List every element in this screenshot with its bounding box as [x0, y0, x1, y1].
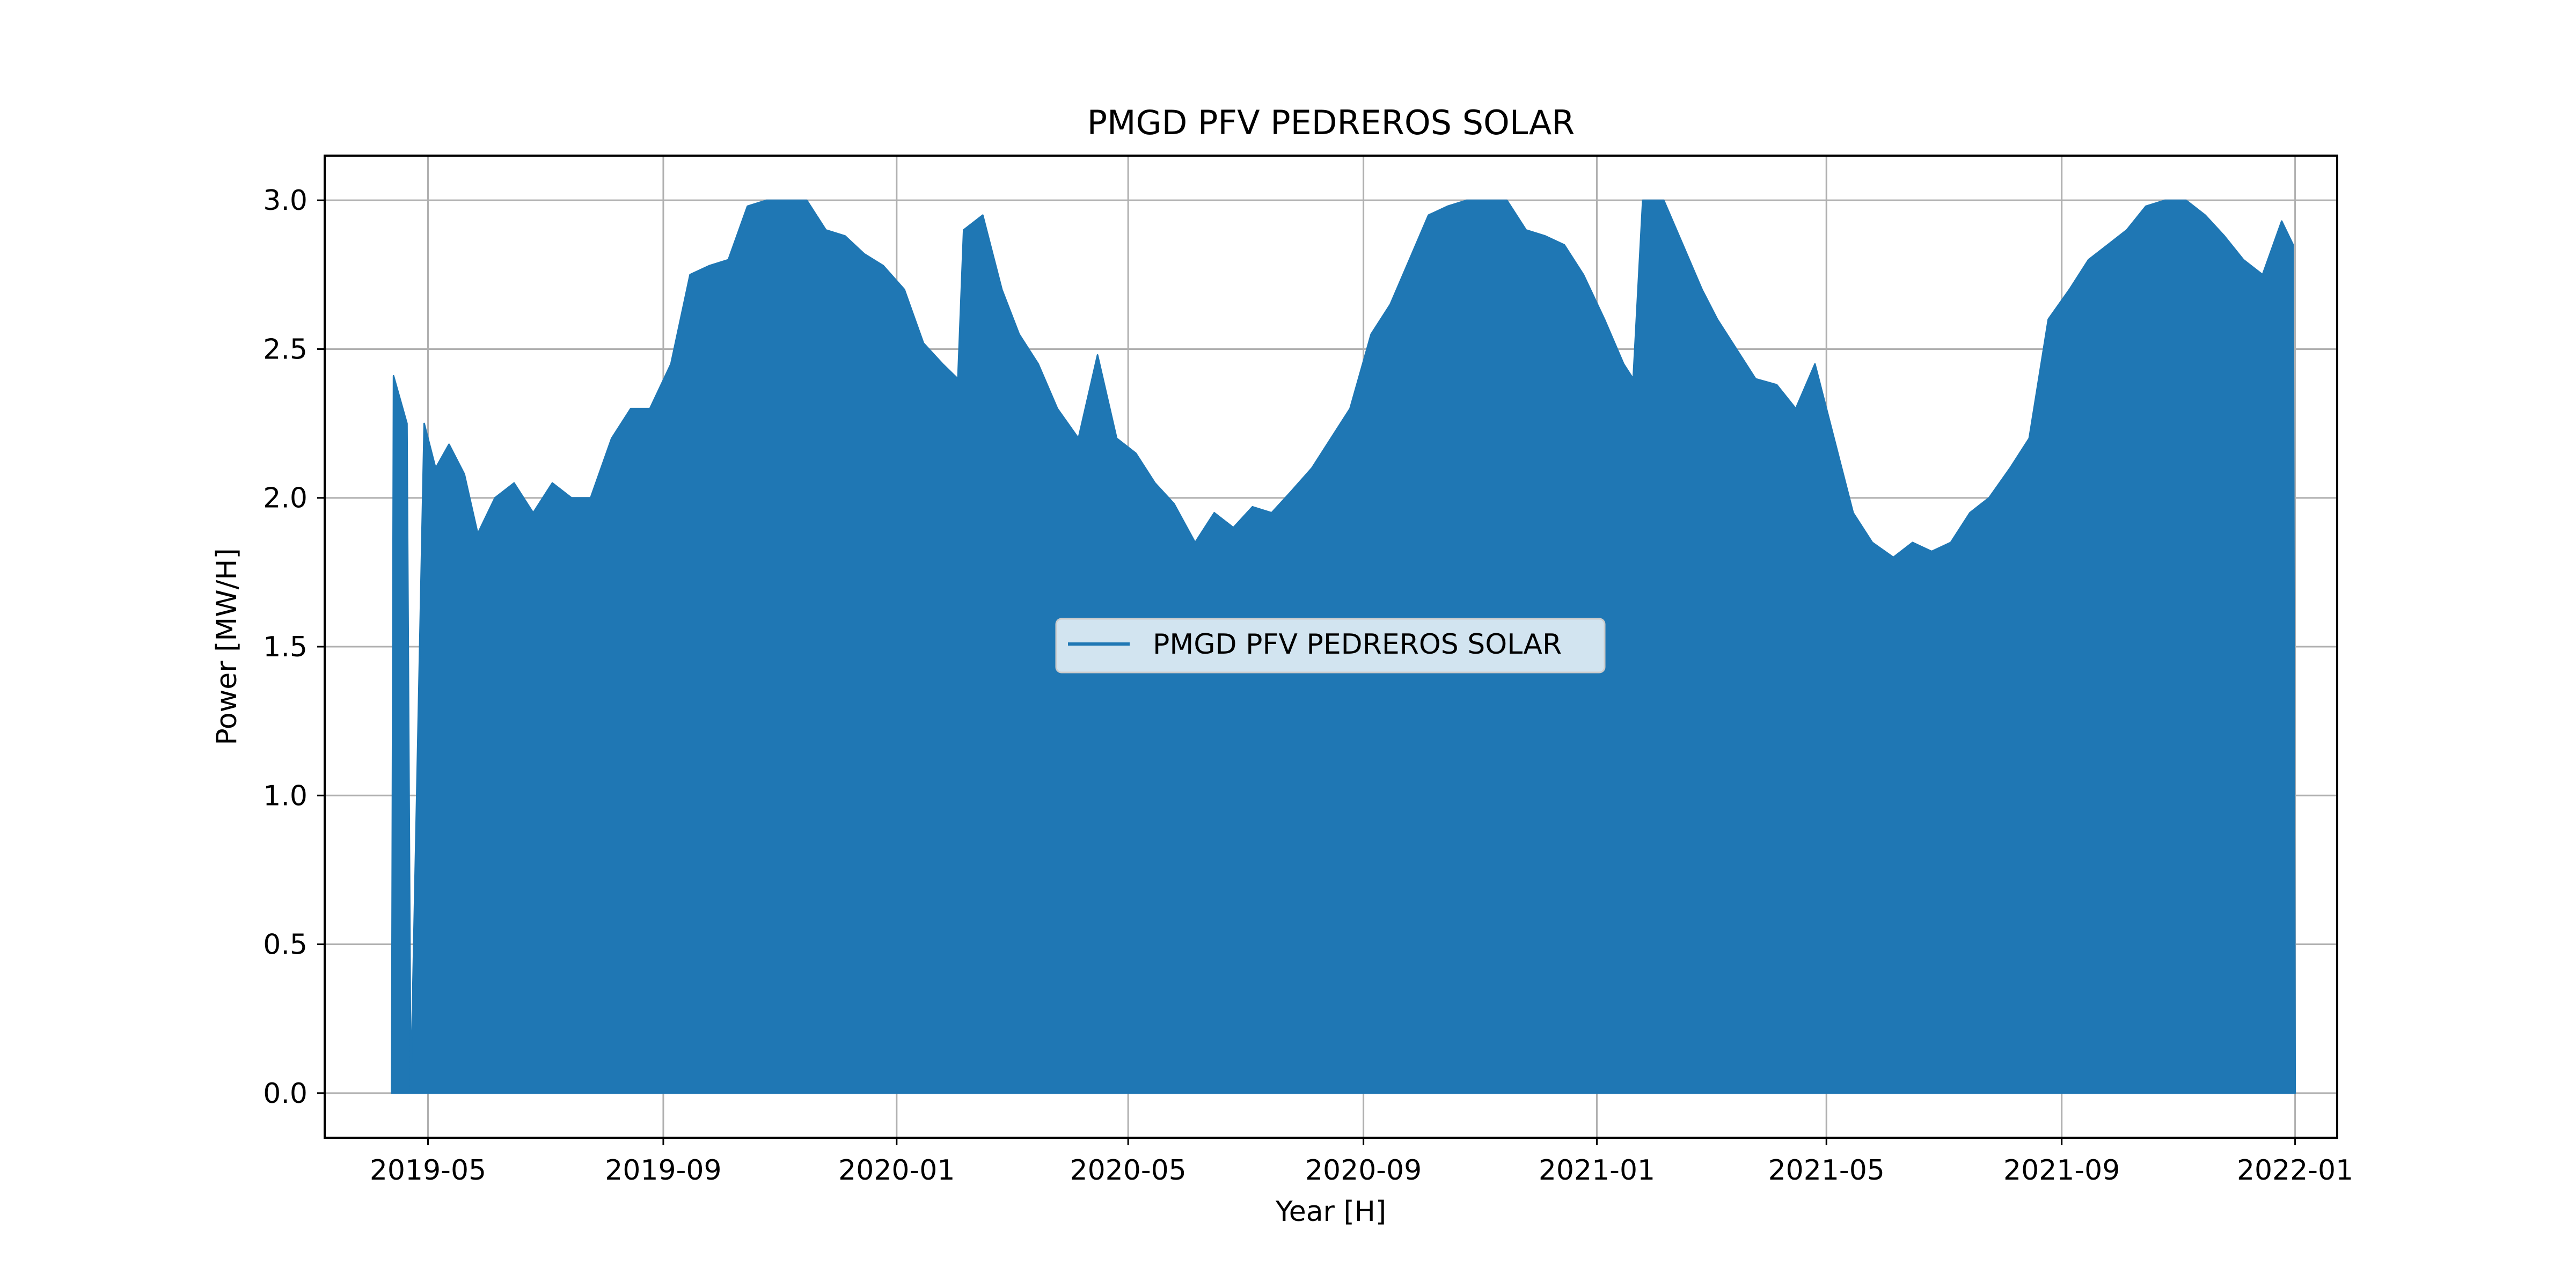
y-tick-label: 1.0 — [263, 780, 308, 812]
legend: PMGD PFV PEDREROS SOLAR — [1055, 618, 1606, 674]
y-tick-label: 2.0 — [263, 482, 308, 515]
legend-box — [1055, 618, 1606, 674]
y-tick-label: 0.0 — [263, 1078, 308, 1110]
x-tick-label: 2021-05 — [1768, 1154, 1885, 1187]
x-tick-label: 2020-01 — [838, 1154, 955, 1187]
y-tick-label: 3.0 — [263, 185, 308, 217]
y-axis-title: Power [MW/H] — [211, 548, 243, 745]
chart-title: PMGD PFV PEDREROS SOLAR — [1087, 103, 1575, 142]
x-axis-title: Year [H] — [1275, 1196, 1386, 1228]
x-tick-label: 2021-09 — [2003, 1154, 2120, 1187]
x-tick-label: 2021-01 — [1539, 1154, 1655, 1187]
x-tick-label: 2020-09 — [1305, 1154, 1422, 1187]
y-tick-label: 2.5 — [263, 333, 308, 365]
y-tick-label: 1.5 — [263, 631, 308, 663]
legend-entry-label: PMGD PFV PEDREROS SOLAR — [1153, 628, 1562, 661]
plot-frame — [324, 155, 2338, 1139]
y-tick-label: 0.5 — [263, 929, 308, 961]
x-tick-label: 2020-05 — [1070, 1154, 1187, 1187]
x-tick-label: 2022-01 — [2237, 1154, 2353, 1187]
x-tick-label: 2019-09 — [605, 1154, 721, 1187]
x-tick-label: 2019-05 — [370, 1154, 486, 1187]
ticks: 2019-05 2019-09 2020-01 2020-05 2020-09 2021-… — [263, 185, 2353, 1187]
